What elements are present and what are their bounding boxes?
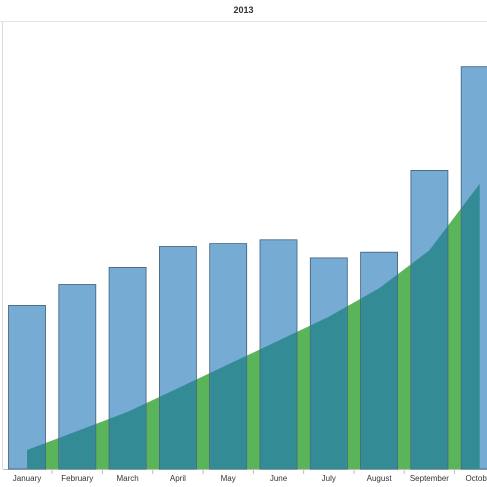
x-tick-label-october: October <box>465 474 487 483</box>
x-tick-label-march: March <box>116 474 138 483</box>
x-tick-label-june: June <box>270 474 288 483</box>
x-tick-label-august: August <box>367 474 393 483</box>
chart-title: 2013 <box>233 5 254 15</box>
bar-january <box>8 304 46 470</box>
x-tick-label-april: April <box>170 474 186 483</box>
x-tick-label-september: September <box>410 474 449 483</box>
x-tick-label-may: May <box>221 474 236 483</box>
x-tick-label-july: July <box>322 474 336 483</box>
area-overlap <box>27 183 480 469</box>
x-tick-label-january: January <box>13 474 41 483</box>
header-band: 2013 <box>0 0 487 22</box>
x-tick-label-february: February <box>61 474 93 483</box>
